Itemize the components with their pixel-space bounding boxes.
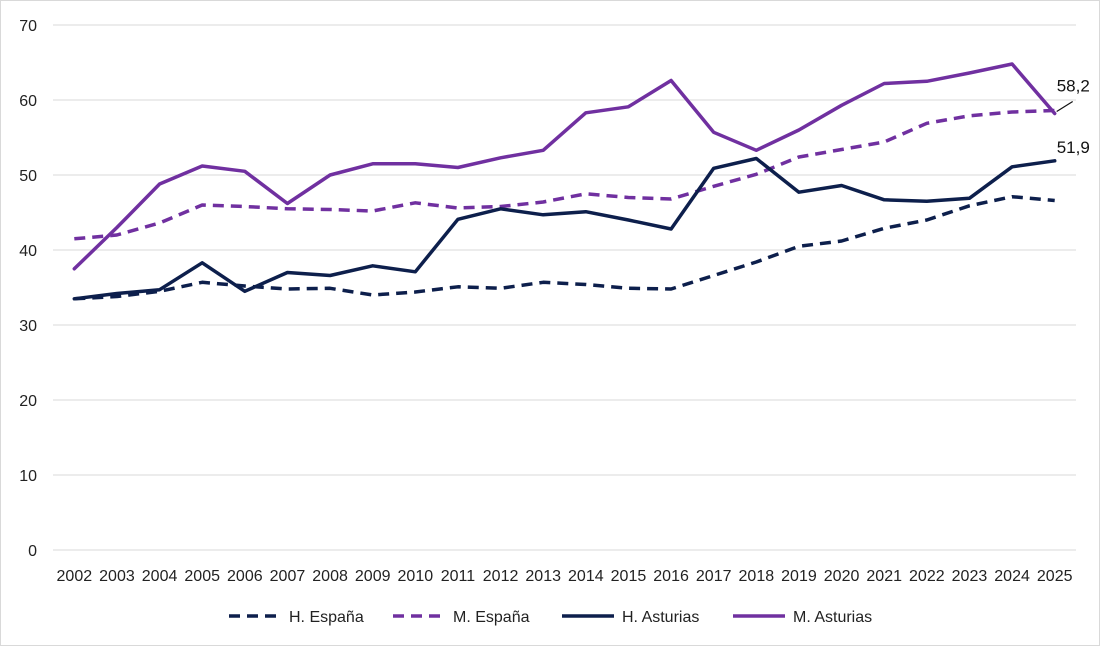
legend: H. España M. España H. Asturias M. Asturias (229, 609, 872, 626)
x-tick-label: 2011 (441, 568, 476, 585)
y-tick-label: 0 (28, 543, 37, 560)
x-tick-label: 2015 (611, 568, 647, 585)
series-line-m-asturias (72, 62, 1057, 271)
x-tick-label: 2025 (1037, 568, 1073, 585)
legend-label: M. España (453, 609, 530, 626)
data-label: 58,2 (1057, 77, 1090, 96)
series-line-m-espa-a (74, 108, 1055, 241)
x-tick-label: 2016 (653, 568, 689, 585)
x-tick-label: 2024 (994, 568, 1030, 585)
x-tick-label: 2008 (312, 568, 348, 585)
y-axis-ticks: 0 10 20 30 40 50 60 70 (19, 18, 37, 560)
x-tick-label: 2013 (525, 568, 561, 585)
gridlines (53, 24, 1076, 551)
x-tick-label: 2014 (568, 568, 604, 585)
x-tick-label: 2002 (57, 568, 93, 585)
y-tick-label: 70 (19, 18, 37, 35)
x-tick-label: 2007 (270, 568, 306, 585)
x-tick-label: 2012 (483, 568, 519, 585)
x-tick-label: 2022 (909, 568, 945, 585)
x-tick-label: 2020 (824, 568, 860, 585)
x-tick-label: 2010 (398, 568, 434, 585)
y-tick-label: 50 (19, 168, 37, 185)
y-tick-label: 40 (19, 243, 37, 260)
series-line-h-asturias (72, 156, 1057, 301)
series-lines (72, 62, 1057, 301)
x-tick-label: 2023 (952, 568, 988, 585)
data-label: 51,9 (1057, 138, 1090, 157)
data-labels: 58,2 51,9 (1056, 77, 1090, 157)
x-tick-label: 2004 (142, 568, 178, 585)
data-label-leader (1056, 100, 1074, 113)
x-tick-label: 2017 (696, 568, 732, 585)
legend-label: H. Asturias (622, 609, 699, 626)
x-tick-label: 2019 (781, 568, 817, 585)
y-tick-label: 60 (19, 93, 37, 110)
y-tick-label: 10 (19, 468, 37, 485)
legend-label: M. Asturias (793, 609, 872, 626)
x-tick-label: 2009 (355, 568, 391, 585)
x-tick-label: 2006 (227, 568, 263, 585)
y-tick-label: 20 (19, 393, 37, 410)
x-axis-ticks: 2002 2003 2004 2005 2006 2007 2008 2009 2010 2011… (57, 568, 1073, 585)
legend-label: H. España (289, 609, 364, 626)
x-tick-label: 2003 (99, 568, 135, 585)
x-tick-label: 2005 (184, 568, 220, 585)
x-tick-label: 2021 (866, 568, 902, 585)
x-tick-label: 2018 (739, 568, 775, 585)
y-tick-label: 30 (19, 318, 37, 335)
